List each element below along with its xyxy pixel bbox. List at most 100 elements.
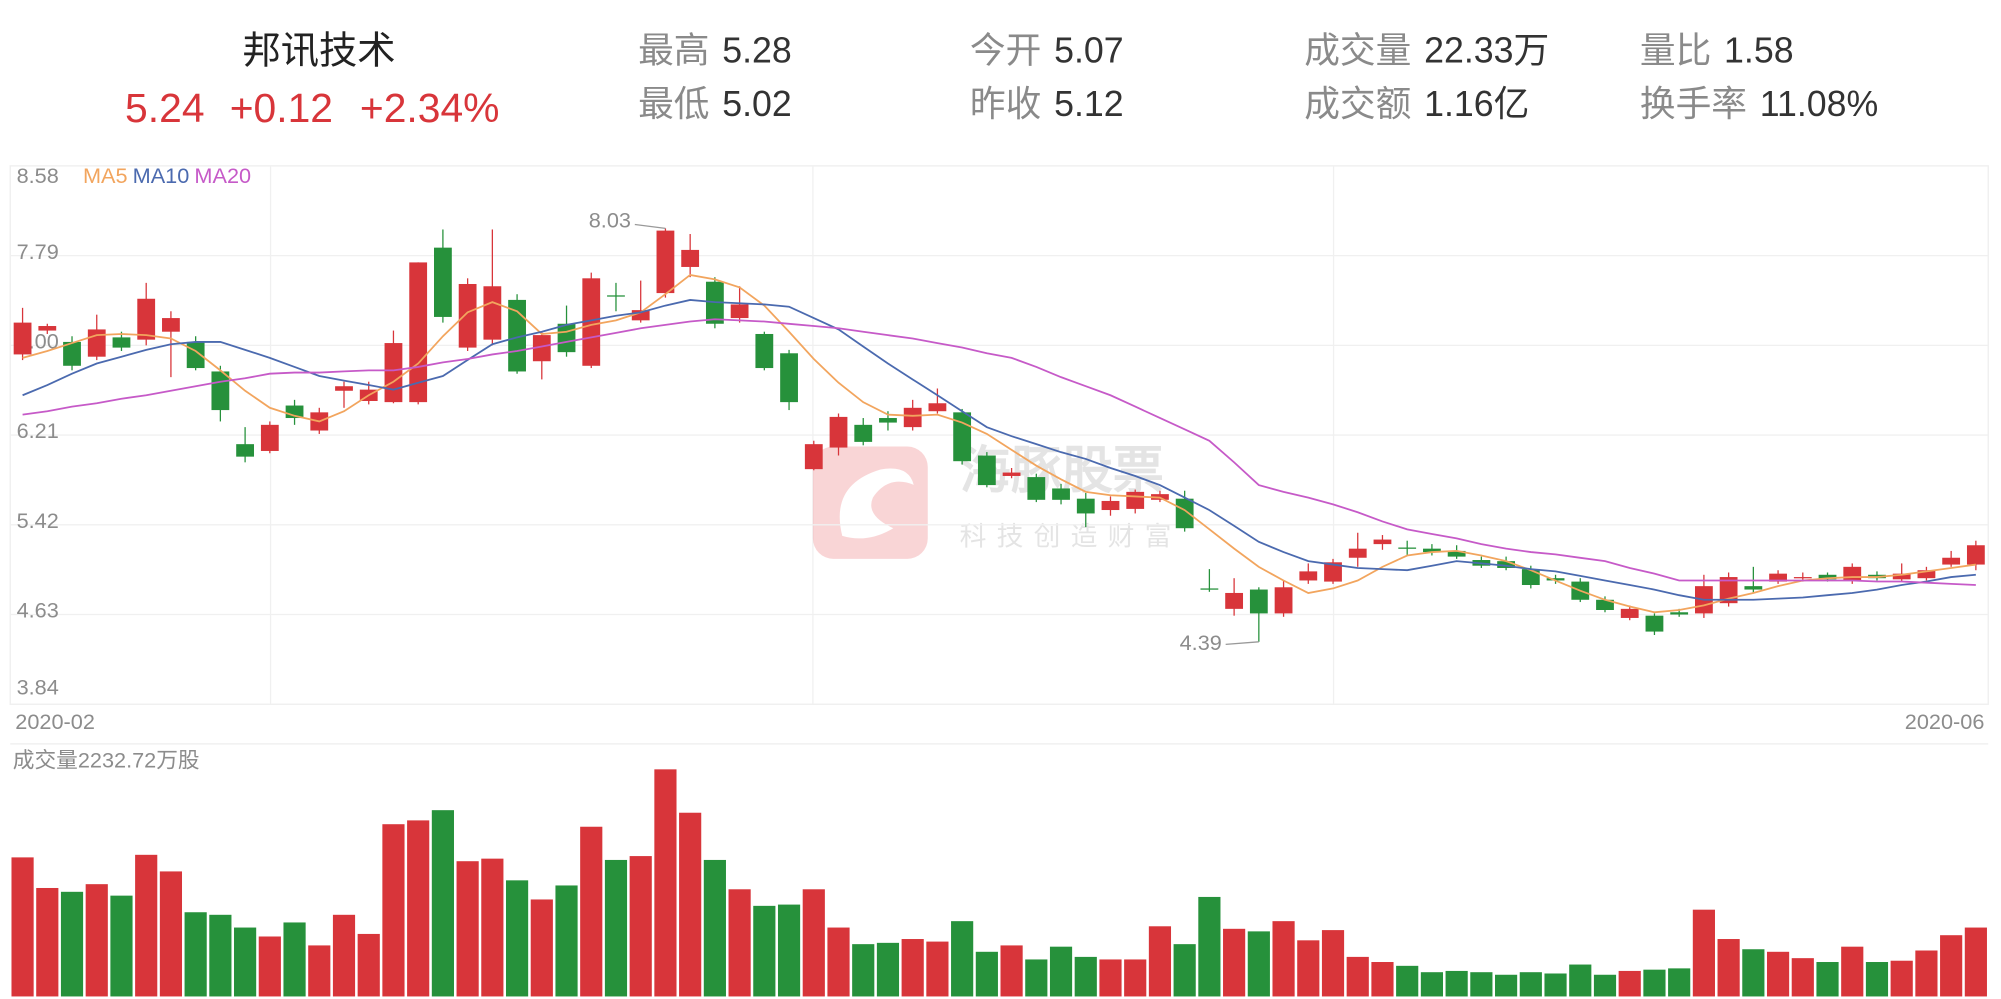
volume-bar xyxy=(505,880,529,997)
candle-body xyxy=(87,329,106,357)
volume-bar xyxy=(11,857,34,997)
candle-body xyxy=(557,323,576,353)
candle-body xyxy=(1843,566,1862,581)
candle-body xyxy=(1052,488,1070,500)
volume-bar xyxy=(1865,962,1889,997)
candle-body xyxy=(1348,548,1367,558)
volume-bar xyxy=(654,769,677,997)
stat: 最高 5.28 xyxy=(638,31,792,71)
watermark: 海豚股票 科技创造财富 xyxy=(812,442,1182,559)
watermark-slogan: 科技创造财富 xyxy=(960,521,1182,551)
volume-bar xyxy=(679,812,702,997)
stat-label: 成交额 xyxy=(1304,85,1411,125)
stat: 量比 1.58 xyxy=(1640,31,1794,71)
stat-value: 5.02 xyxy=(722,85,792,125)
candle-body xyxy=(137,298,156,340)
volume-bar xyxy=(1618,970,1641,997)
candle-body xyxy=(1126,491,1145,509)
volume-bar xyxy=(728,889,751,997)
volume-bar xyxy=(1025,959,1048,997)
candle-body xyxy=(1818,574,1837,580)
volume-bar xyxy=(827,927,850,997)
volume-bar xyxy=(234,927,257,997)
y-tick-label: 6.21 xyxy=(17,418,59,443)
volume-bar xyxy=(1124,959,1147,997)
volume-bar xyxy=(802,889,825,997)
stat-value: 1.16亿 xyxy=(1424,85,1529,125)
date-label: 2020-06 xyxy=(1905,709,1985,734)
volume-bar xyxy=(1321,930,1345,997)
volume-bar xyxy=(1742,949,1765,997)
candle-body xyxy=(804,444,823,470)
volume-bar xyxy=(1470,972,1493,997)
stat-label: 昨收 xyxy=(970,85,1041,125)
stat-value: 5.07 xyxy=(1054,31,1124,71)
volume-bar xyxy=(580,826,603,997)
candle-body xyxy=(854,424,873,442)
volume-bar xyxy=(1766,951,1790,997)
volume-bar xyxy=(1346,956,1369,997)
candle-body xyxy=(1744,586,1763,590)
volume-bar xyxy=(1544,973,1567,997)
volume-bar xyxy=(258,936,281,997)
volume-bar xyxy=(407,820,430,997)
candle-body xyxy=(1423,548,1441,553)
volume-bar xyxy=(1198,896,1221,997)
candle-body xyxy=(1793,577,1812,579)
stat-value: 1.58 xyxy=(1724,31,1794,71)
candle-body xyxy=(780,353,798,403)
candle-body xyxy=(508,299,526,372)
volume-bar xyxy=(110,895,133,997)
candle-body xyxy=(1769,573,1787,582)
volume-bar xyxy=(209,914,232,997)
candle-body xyxy=(532,335,551,362)
candle-body xyxy=(656,230,675,294)
candle-body xyxy=(1670,612,1689,615)
volume-bar xyxy=(1668,968,1691,997)
stat-label: 最高 xyxy=(638,31,709,71)
candle-body xyxy=(1719,577,1738,604)
volume-bar xyxy=(1420,972,1444,997)
candle-body xyxy=(1917,570,1936,579)
candle-body xyxy=(162,318,180,332)
volume-bar xyxy=(184,912,207,997)
candle-body xyxy=(977,455,996,486)
volume-bar xyxy=(60,891,84,997)
stat-value: 11.08% xyxy=(1760,85,1879,125)
volume-bar xyxy=(1148,926,1172,997)
volume-bar xyxy=(1272,921,1295,997)
candle-body xyxy=(1892,573,1911,580)
stock-name: 邦讯技术 xyxy=(242,30,395,73)
stat-label: 换手率 xyxy=(1640,85,1747,125)
candle-body xyxy=(1398,547,1417,549)
y-tick-label: 3.84 xyxy=(17,675,59,700)
volume-bar xyxy=(604,859,628,997)
candle-body xyxy=(1249,589,1268,614)
candle-body xyxy=(681,249,700,267)
candle-body xyxy=(903,407,922,428)
volume-bar xyxy=(852,944,875,997)
volume-bar xyxy=(1915,950,1938,997)
volume-title: 成交量2232.72万股 xyxy=(13,747,200,772)
candle-body xyxy=(582,278,601,366)
price-change: +0.12 xyxy=(230,85,333,131)
high-pointer xyxy=(634,223,666,229)
volume-bar xyxy=(703,859,726,997)
stat: 昨收 5.12 xyxy=(970,85,1124,125)
candle-body xyxy=(434,247,452,317)
candle-body xyxy=(112,337,131,348)
candle-body xyxy=(631,310,650,321)
volume-bar xyxy=(135,854,158,997)
volume-bar xyxy=(901,939,924,997)
stat-value: 5.28 xyxy=(722,31,792,71)
volume-bar xyxy=(629,856,652,997)
candle-body xyxy=(1447,550,1466,557)
candle-body xyxy=(1324,562,1342,582)
volume-bar xyxy=(332,914,356,997)
volume-bar xyxy=(1173,944,1196,997)
volume-bar xyxy=(951,921,974,997)
stat-label: 今开 xyxy=(970,31,1041,71)
volume-bar xyxy=(926,941,949,997)
